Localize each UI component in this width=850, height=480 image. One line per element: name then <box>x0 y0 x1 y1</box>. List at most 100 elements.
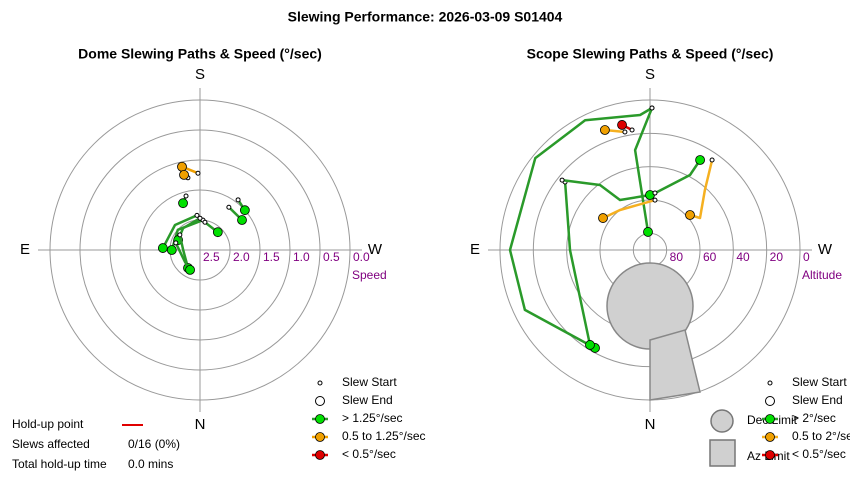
slew-path <box>602 198 656 220</box>
slew-path <box>563 181 592 346</box>
slew-start <box>559 177 565 183</box>
direction-label: N <box>645 416 656 433</box>
legend-swatch <box>315 414 325 424</box>
ring <box>79 129 321 371</box>
r-tick-label: 20 <box>770 250 784 264</box>
direction-label: E <box>470 241 480 258</box>
r-tick-label: 1.0 <box>293 250 310 264</box>
r-tick-label: 2.5 <box>203 250 220 264</box>
direction-label: S <box>645 66 655 83</box>
slew-path <box>633 107 654 233</box>
chart-title: Dome Slewing Paths & Speed (°/sec) <box>78 46 322 62</box>
limits <box>606 262 701 401</box>
r-tick-label: 40 <box>736 250 750 264</box>
legend-swatch <box>765 414 775 424</box>
legend-label: Slew End <box>792 393 843 407</box>
legend-label: 0.5 to 2°/sec <box>792 429 850 443</box>
slew-path <box>508 106 653 350</box>
direction-label: W <box>368 241 383 258</box>
slew-end <box>695 155 705 165</box>
legend-label: Slew Start <box>792 375 847 389</box>
r-axis-label: Altitude <box>802 268 842 282</box>
slew-path <box>161 214 198 249</box>
affected-label: Slews affected <box>12 437 90 451</box>
dec-limit-swatch <box>710 409 734 433</box>
page-title: Slewing Performance: 2026-03-09 S01404 <box>288 9 563 25</box>
legend-label: Slew Start <box>342 375 397 389</box>
legend-label: > 1.25°/sec <box>342 411 403 425</box>
slew-end <box>600 125 610 135</box>
slew-start <box>652 197 658 203</box>
affected-value: 0/16 (0%) <box>128 437 180 451</box>
legend-swatch <box>315 432 325 442</box>
legend-swatch <box>317 380 323 386</box>
legend-label: < 0.5°/sec <box>342 447 396 461</box>
slew-end <box>212 227 223 238</box>
slew-path <box>561 178 651 202</box>
r-tick-label: 0.0 <box>353 250 370 264</box>
slew-end <box>685 210 695 220</box>
r-tick-label: 60 <box>703 250 717 264</box>
slew-start <box>649 105 655 111</box>
legend-label: < 0.5°/sec <box>792 447 846 461</box>
ring <box>139 189 261 311</box>
legend-swatch <box>767 380 773 386</box>
legend-swatch <box>315 450 325 460</box>
r-tick-label: 2.0 <box>233 250 250 264</box>
slew-end <box>617 120 627 130</box>
slew-end <box>178 198 188 209</box>
legend-swatch <box>315 396 325 406</box>
slew-end <box>166 245 177 255</box>
slew-path <box>689 159 714 220</box>
az-limit-swatch <box>709 439 736 467</box>
slew-start <box>235 197 241 203</box>
slew-end <box>585 340 595 350</box>
legend-label: 0.5 to 1.25°/sec <box>342 429 426 443</box>
slew-start <box>173 240 179 246</box>
slew-start <box>194 212 200 218</box>
r-tick-label: 0 <box>803 250 810 264</box>
slew-start <box>629 127 635 133</box>
direction-label: N <box>195 416 206 433</box>
slew-start <box>709 157 715 163</box>
legend-swatch <box>765 432 775 442</box>
data <box>157 105 715 353</box>
slew-start <box>202 219 208 225</box>
az-limit <box>649 329 701 401</box>
direction-label: E <box>20 241 30 258</box>
slew-end <box>237 215 247 225</box>
chart-title: Scope Slewing Paths & Speed (°/sec) <box>527 46 774 62</box>
slew-start <box>652 190 658 196</box>
slew-start <box>197 215 203 221</box>
time-value: 0.0 mins <box>128 457 173 471</box>
legend-swatch <box>765 396 775 406</box>
direction-label: W <box>818 241 833 258</box>
slew-end <box>179 169 189 180</box>
slew-start <box>177 232 183 238</box>
r-tick-label: 80 <box>670 250 684 264</box>
slew-end <box>185 264 195 275</box>
r-axis-label: Speed <box>352 268 387 282</box>
slew-start <box>226 204 232 210</box>
slew-start <box>195 170 201 176</box>
slew-end <box>598 213 608 223</box>
ring <box>49 99 351 401</box>
slew-end <box>239 205 250 216</box>
r-tick-label: 1.5 <box>263 250 280 264</box>
ring <box>109 159 291 341</box>
slew-start <box>622 129 628 135</box>
legend-label: Slew End <box>342 393 393 407</box>
r-tick-label: 0.5 <box>323 250 340 264</box>
hold-up-box: Hold-up point Slews affected 0/16 (0%) T… <box>12 417 180 471</box>
time-label: Total hold-up time <box>12 457 107 471</box>
slew-end <box>177 161 187 172</box>
slew-end <box>157 243 168 253</box>
legend-swatch <box>765 450 775 460</box>
direction-label: S <box>195 66 205 83</box>
hold-up-label: Hold-up point <box>12 417 84 431</box>
legend-label: > 2°/sec <box>792 411 836 425</box>
slew-start <box>183 193 189 199</box>
